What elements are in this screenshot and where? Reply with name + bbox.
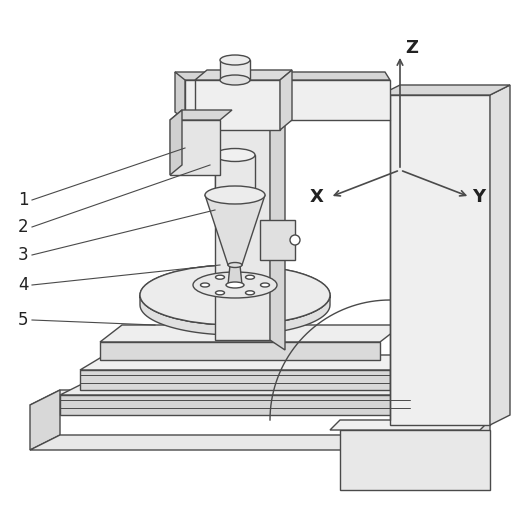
Text: 5: 5 <box>18 311 29 329</box>
Ellipse shape <box>220 55 250 65</box>
Text: Z: Z <box>405 39 418 57</box>
Polygon shape <box>460 390 490 450</box>
Ellipse shape <box>201 283 209 287</box>
Polygon shape <box>380 85 510 95</box>
Ellipse shape <box>205 186 265 204</box>
Polygon shape <box>100 325 402 342</box>
Polygon shape <box>270 100 285 350</box>
Ellipse shape <box>140 265 330 325</box>
Polygon shape <box>280 70 292 130</box>
Ellipse shape <box>226 282 244 288</box>
Polygon shape <box>205 195 265 265</box>
Polygon shape <box>215 100 270 340</box>
Polygon shape <box>170 110 182 175</box>
Polygon shape <box>340 430 490 490</box>
Polygon shape <box>30 390 490 405</box>
Polygon shape <box>170 120 220 175</box>
Polygon shape <box>30 390 60 450</box>
Ellipse shape <box>216 275 224 279</box>
Polygon shape <box>185 80 390 120</box>
Ellipse shape <box>193 272 277 298</box>
Text: Y: Y <box>472 188 485 206</box>
Polygon shape <box>80 370 390 390</box>
Polygon shape <box>260 220 295 260</box>
Ellipse shape <box>290 235 300 245</box>
Ellipse shape <box>245 291 254 295</box>
Polygon shape <box>140 295 330 335</box>
Polygon shape <box>60 395 410 415</box>
Polygon shape <box>195 70 292 80</box>
Polygon shape <box>390 95 490 425</box>
Ellipse shape <box>261 283 269 287</box>
Text: 4: 4 <box>18 276 29 294</box>
Polygon shape <box>220 60 250 80</box>
Polygon shape <box>170 110 232 120</box>
Ellipse shape <box>215 189 255 202</box>
Ellipse shape <box>245 275 254 279</box>
Polygon shape <box>195 80 280 130</box>
Polygon shape <box>175 72 185 120</box>
Polygon shape <box>330 420 490 430</box>
Polygon shape <box>30 435 490 450</box>
Polygon shape <box>175 72 390 80</box>
Text: 1: 1 <box>18 191 29 209</box>
Text: X: X <box>310 188 324 206</box>
Polygon shape <box>215 155 255 195</box>
Ellipse shape <box>228 263 242 267</box>
Polygon shape <box>60 380 440 395</box>
Ellipse shape <box>215 149 255 162</box>
Polygon shape <box>228 265 242 285</box>
Polygon shape <box>100 342 380 360</box>
Text: 3: 3 <box>18 246 29 264</box>
Ellipse shape <box>140 265 330 325</box>
Ellipse shape <box>220 75 250 85</box>
Ellipse shape <box>216 291 224 295</box>
Text: 2: 2 <box>18 218 29 236</box>
Polygon shape <box>490 85 510 425</box>
Polygon shape <box>80 355 415 370</box>
